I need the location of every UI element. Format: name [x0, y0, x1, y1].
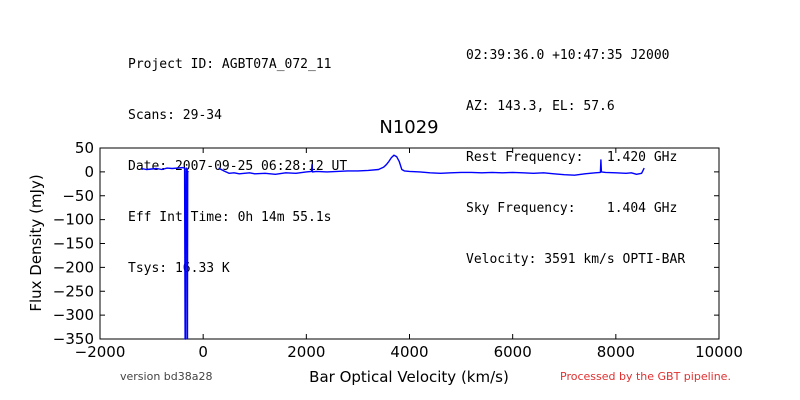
- y-tick-label: −100: [53, 211, 94, 229]
- velocity-text: Velocity: 3591 km/s OPTI-BAR: [466, 252, 686, 267]
- x-tick-label: 10000: [695, 343, 743, 361]
- sky-frequency-text: Sky Frequency: 1.404 GHz: [466, 201, 678, 216]
- date-text: Date: 2007-09-25 06:28:12 UT: [128, 159, 348, 174]
- y-tick-label: 50: [75, 139, 94, 157]
- observation-info-right: 02:39:36.0 +10:47:35 J2000 AZ: 143.3, EL…: [466, 13, 685, 285]
- version-label: version bd38a28: [120, 370, 213, 383]
- spectrum-line: [186, 170, 189, 340]
- az-el-text: AZ: 143.3, EL: 57.6: [466, 99, 615, 114]
- y-axis-label: Flux Density (mJy): [27, 174, 45, 311]
- integration-time-text: Eff Int Time: 0h 14m 55.1s: [128, 210, 332, 225]
- y-tick-label: −150: [53, 235, 94, 253]
- x-tick-label: 0: [198, 343, 208, 361]
- spectrum-series: [141, 154, 645, 340]
- x-tick-label: 6000: [494, 343, 532, 361]
- x-axis-label: Bar Optical Velocity (km/s): [309, 368, 509, 386]
- y-tick-label: −250: [53, 282, 94, 300]
- scans-text: Scans: 29-34: [128, 108, 222, 123]
- x-tick-label: 2000: [287, 343, 325, 361]
- y-tick-label: −200: [53, 258, 94, 276]
- coordinates-text: 02:39:36.0 +10:47:35 J2000: [466, 48, 670, 63]
- rest-frequency-text: Rest Frequency: 1.420 GHz: [466, 150, 678, 165]
- pipeline-credit: Processed by the GBT pipeline.: [560, 370, 731, 383]
- y-tick-label: −50: [62, 187, 94, 205]
- x-tick-label: 4000: [390, 343, 428, 361]
- x-axis: −2000 0 2000 4000 6000 8000 10000: [75, 148, 743, 361]
- x-tick-label: −2000: [75, 343, 126, 361]
- spectrum-line: [218, 154, 645, 176]
- y-axis: 50 0 −50 −100 −150 −200 −250 −300 −350: [53, 139, 719, 348]
- plot-frame: [99, 147, 720, 340]
- spectrum-line: [141, 166, 189, 340]
- chart-title: N1029: [379, 117, 438, 138]
- y-tick-label: −300: [53, 306, 94, 324]
- y-tick-label: 0: [84, 163, 94, 181]
- y-tick-label: −350: [53, 330, 94, 348]
- project-id-text: Project ID: AGBT07A_072_11: [128, 57, 332, 72]
- observation-info-left: Project ID: AGBT07A_072_11 Scans: 29-34 …: [128, 22, 347, 294]
- x-tick-label: 8000: [597, 343, 635, 361]
